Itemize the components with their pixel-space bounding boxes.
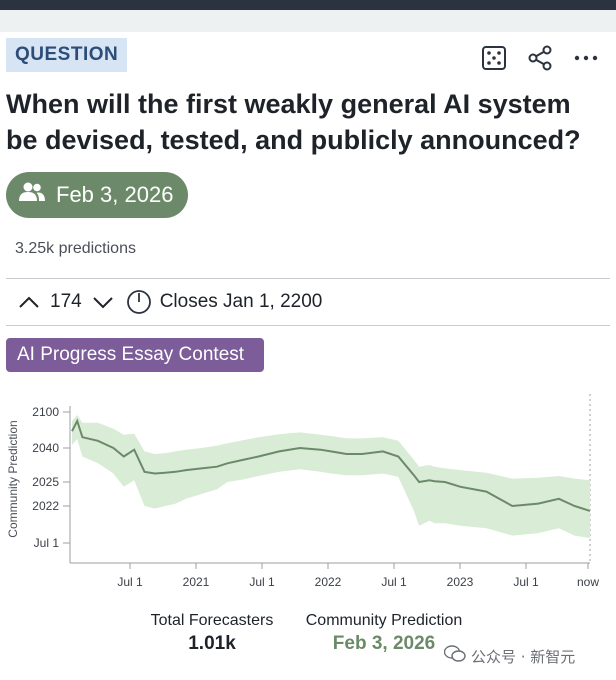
- x-tick-label: now: [577, 575, 599, 589]
- community-prediction-date: Feb 3, 2026: [56, 182, 174, 207]
- total-forecasters-label: Total Forecasters: [150, 612, 274, 629]
- x-tick-label: Jul 1: [249, 575, 275, 589]
- dice-icon[interactable]: [480, 44, 508, 72]
- x-tick-label: 2021: [183, 575, 210, 589]
- divider-bottom: [6, 325, 610, 326]
- watermark-text: 公众号 · 新智元: [471, 647, 576, 666]
- wechat-icon: [443, 645, 466, 667]
- chevron-up-icon[interactable]: [18, 295, 40, 309]
- users-icon: [18, 181, 46, 209]
- clock-icon: [126, 289, 152, 315]
- share-icon[interactable]: [526, 44, 554, 72]
- y-tick-label: 2025: [32, 475, 59, 489]
- y-tick-label: 2022: [32, 499, 59, 513]
- community-prediction-chart[interactable]: Community Prediction 2100 2040 2025 2022 Jul…: [0, 382, 616, 602]
- vote-count: 174: [50, 291, 82, 312]
- x-tick-label: Jul 1: [381, 575, 407, 589]
- community-prediction-stat: Community Prediction Feb 3, 2026: [298, 612, 470, 655]
- y-axis-label: Community Prediction: [6, 420, 20, 537]
- chevron-down-icon[interactable]: [92, 295, 114, 309]
- total-forecasters-value: 1.01k: [188, 633, 236, 654]
- x-tick-label: Jul 1: [513, 575, 539, 589]
- divider-top: [6, 278, 610, 279]
- x-tick-label: 2022: [315, 575, 342, 589]
- sub-bar: [0, 10, 616, 32]
- y-tick-label: 2040: [32, 441, 59, 455]
- confidence-band: [72, 415, 590, 539]
- total-forecasters: Total Forecasters 1.01k: [146, 612, 278, 655]
- top-bar: [0, 0, 616, 10]
- closes-date: Closes Jan 1, 2200: [159, 291, 323, 312]
- watermark: 公众号 · 新智元: [443, 645, 576, 667]
- vote-row: 174 Closes Jan 1, 2200: [18, 288, 322, 316]
- community-prediction-label: Community Prediction: [305, 612, 463, 629]
- y-tick-label: Jul 1: [34, 536, 60, 550]
- predictions-count: 3.25k predictions: [15, 240, 136, 257]
- more-icon[interactable]: [572, 44, 600, 72]
- community-prediction-value: Feb 3, 2026: [332, 633, 436, 654]
- contest-tag[interactable]: AI Progress Essay Contest: [6, 338, 264, 372]
- y-tick-label: 2100: [32, 405, 59, 419]
- question-badge: QUESTION: [6, 38, 128, 72]
- question-actions: [480, 44, 600, 72]
- prediction-line: [71, 418, 591, 512]
- x-tick-label: Jul 1: [117, 575, 143, 589]
- question-title: When will the first weakly general AI sy…: [6, 89, 581, 155]
- community-prediction-pill[interactable]: Feb 3, 2026: [6, 172, 188, 218]
- x-tick-label: 2023: [447, 575, 474, 589]
